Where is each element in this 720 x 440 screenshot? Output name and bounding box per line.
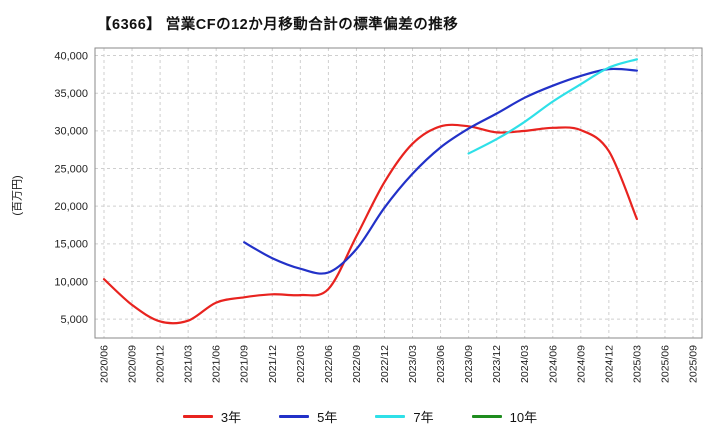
svg-text:15,000: 15,000 [54,239,88,251]
legend-swatch-3y [182,414,213,418]
svg-text:2023/12: 2023/12 [491,345,503,383]
svg-text:2025/09: 2025/09 [688,345,700,383]
legend-swatch-7y [375,414,406,418]
plot-area: 2020/06 2020/09 2020/12 2021/03 2021/06 2021/… [54,47,703,383]
svg-text:2021/09: 2021/09 [239,345,251,383]
legend-label-10y: 10年 [509,409,538,425]
svg-text:2025/06: 2025/06 [659,345,671,383]
svg-text:2022/06: 2022/06 [323,345,335,383]
legend-label-5y: 5年 [317,409,338,425]
legend-item-7y: 7年 [375,407,434,426]
legend-item-5y: 5年 [279,407,337,426]
svg-text:30,000: 30,000 [54,126,88,138]
svg-text:2024/09: 2024/09 [575,345,587,383]
svg-text:2021/12: 2021/12 [267,345,279,383]
svg-text:25,000: 25,000 [54,163,88,175]
svg-text:2024/12: 2024/12 [603,345,615,383]
legend-swatch-10y [471,414,502,418]
legend-item-3y: 3年 [182,407,242,426]
svg-text:2022/12: 2022/12 [379,345,391,383]
svg-text:35,000: 35,000 [54,88,88,100]
svg-text:2023/06: 2023/06 [435,345,447,383]
legend-label-3y: 3年 [220,409,242,425]
legend-item-10y: 10年 [471,407,538,426]
svg-text:40,000: 40,000 [54,50,88,62]
svg-text:20,000: 20,000 [54,201,88,213]
legend-swatch-5y [279,414,310,418]
svg-text:2024/03: 2024/03 [519,345,531,383]
svg-text:2020/09: 2020/09 [127,345,139,383]
legend: 3年 5年 7年 10年 [0,398,720,434]
svg-text:5,000: 5,000 [60,314,88,326]
svg-text:2023/09: 2023/09 [463,345,475,383]
svg-text:10,000: 10,000 [54,276,88,288]
svg-text:2022/03: 2022/03 [295,345,307,383]
svg-text:2022/09: 2022/09 [351,345,363,383]
svg-text:2025/03: 2025/03 [631,345,643,383]
svg-text:2021/03: 2021/03 [183,345,195,383]
legend-label-7y: 7年 [413,409,434,425]
svg-text:2020/06: 2020/06 [99,345,111,383]
svg-text:2023/03: 2023/03 [407,345,419,383]
svg-text:2021/06: 2021/06 [211,345,223,383]
svg-text:2024/06: 2024/06 [547,345,559,383]
chart-title: 【6366】 営業CFの12か月移動合計の標準偏差の推移 [97,17,459,33]
svg-text:2020/12: 2020/12 [155,345,167,383]
